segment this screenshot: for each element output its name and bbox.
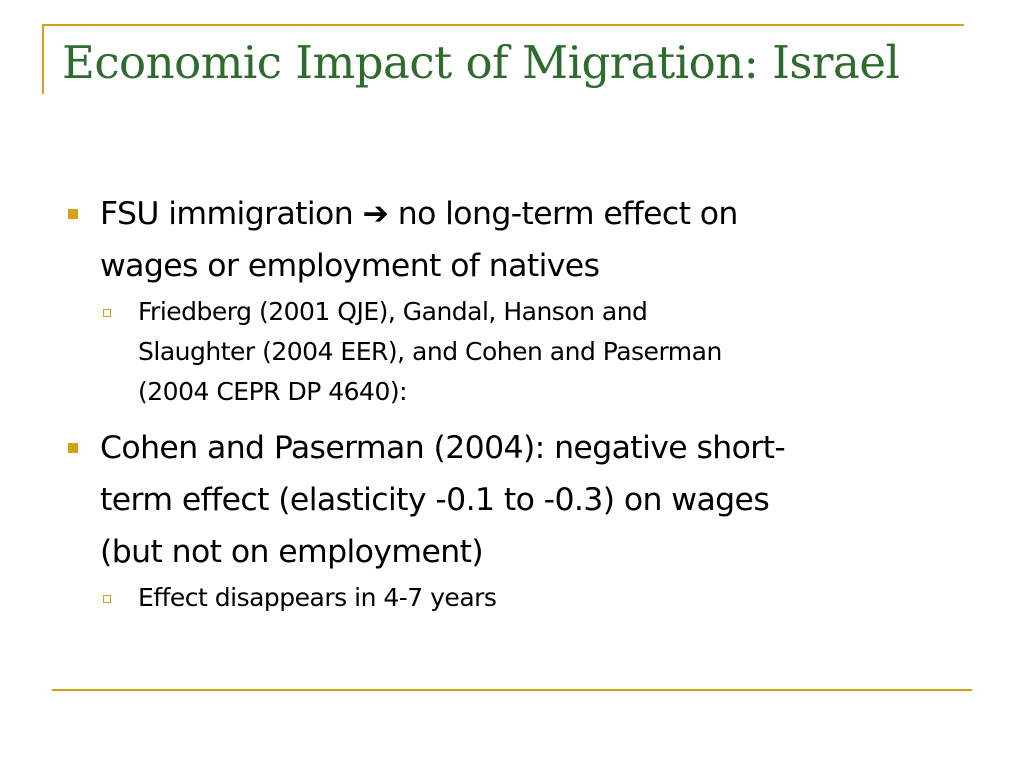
filled-square-icon (68, 443, 78, 453)
bullet-item: FSU immigration ➔ no long-term effect on… (62, 188, 962, 292)
bullet-line: FSU immigration ➔ no long-term effect on (100, 196, 738, 232)
title-frame-top-rule (42, 24, 964, 26)
bullet-line: Cohen and Paserman (2004): negative shor… (100, 430, 786, 466)
sub-bullet-line: Slaughter (2004 EER), and Cohen and Pase… (138, 337, 722, 366)
title-frame-left-rule (42, 24, 44, 94)
sub-bullet-line: (2004 CEPR DP 4640): (138, 377, 408, 406)
sub-bullet-item: Effect disappears in 4-7 years (62, 578, 962, 618)
bullet-line: (but not on employment) (100, 534, 484, 570)
spacer (62, 412, 962, 422)
bullet-line: term effect (elasticity -0.1 to -0.3) on… (100, 482, 770, 518)
sub-bullet-line: Effect disappears in 4-7 years (138, 583, 497, 612)
slide-title: Economic Impact of Migration: Israel (62, 36, 900, 89)
sub-bullet-line: Friedberg (2001 QJE), Gandal, Hanson and (138, 297, 648, 326)
bullet-item: Cohen and Paserman (2004): negative shor… (62, 422, 962, 578)
hollow-square-icon (103, 595, 111, 603)
hollow-square-icon (103, 309, 111, 317)
bullet-line: wages or employment of natives (100, 248, 600, 284)
sub-bullet-item: Friedberg (2001 QJE), Gandal, Hanson and… (62, 292, 962, 412)
bullet-list: FSU immigration ➔ no long-term effect on… (62, 188, 962, 618)
filled-square-icon (68, 209, 78, 219)
footer-rule (52, 689, 972, 691)
